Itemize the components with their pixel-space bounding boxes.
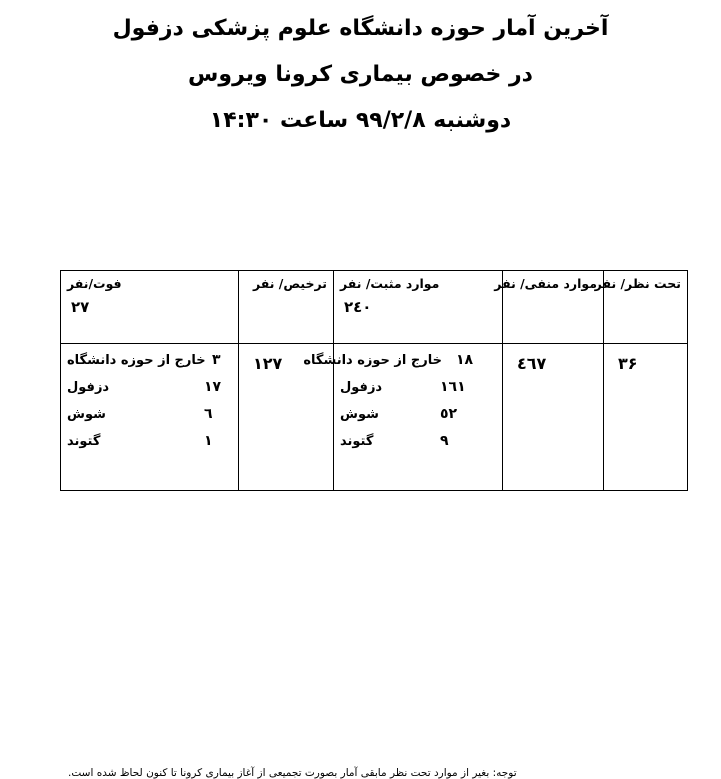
data-cell-deaths: ۳ خارج از حوزه دانشگاه ۱۷ دزفول ٦ شوش xyxy=(60,343,239,491)
page-title-block: آخرین آمار حوزه دانشگاه علوم پزشکی دزفول… xyxy=(0,0,721,132)
header-total-under-observation xyxy=(604,291,687,298)
breakdown-label: دزفول xyxy=(340,380,383,395)
page-title-line-1: آخرین آمار حوزه دانشگاه علوم پزشکی دزفول xyxy=(112,16,609,41)
breakdown-value: ۳ xyxy=(212,352,221,368)
breakdown-value: ۱۸ xyxy=(456,352,474,368)
breakdown-value: ٦ xyxy=(204,406,213,422)
statistics-table-wrapper: تحت نظر/ نفر موارد منفی/ نفر موارد مثبت/… xyxy=(60,270,688,779)
header-cell-negative-cases: موارد منفی/ نفر xyxy=(494,270,604,344)
breakdown-deaths: ۳ خارج از حوزه دانشگاه ۱۷ دزفول ٦ شوش xyxy=(61,344,238,449)
breakdown-label: گتوند xyxy=(67,434,101,449)
header-total-discharged xyxy=(239,291,333,298)
value-discharged: ۱۲۷ xyxy=(253,354,283,373)
breakdown-label: شوش xyxy=(67,407,106,422)
breakdown-row: ٥۲ شوش xyxy=(340,406,498,422)
header-label-negative-cases: موارد منفی/ نفر xyxy=(494,276,597,291)
value-under-observation: ۳۶ xyxy=(618,354,638,373)
breakdown-value: ۱ xyxy=(204,433,213,449)
header-label-deaths: فوت/نفر xyxy=(67,276,122,291)
data-cell-discharged: ۱۲۷ xyxy=(238,343,334,491)
header-label-positive-cases: موارد مثبت/ نفر xyxy=(340,276,440,291)
breakdown-value: ۹ xyxy=(440,433,449,449)
header-total-positive-cases: ۲٤۰ xyxy=(344,298,372,316)
header-total-deaths: ۲۷ xyxy=(71,298,90,316)
header-label-under-observation: تحت نظر/ نفر xyxy=(594,276,681,291)
breakdown-value: ٥۲ xyxy=(440,406,458,422)
breakdown-label: خارج از حوزه دانشگاه xyxy=(303,353,442,368)
breakdown-row: ۱۸ خارج از حوزه دانشگاه xyxy=(303,352,498,368)
data-cell-negative-cases: ٤٦٧ xyxy=(502,343,604,491)
value-negative-cases: ٤٦٧ xyxy=(517,354,547,373)
data-cell-under-observation: ۳۶ xyxy=(603,343,688,491)
table-footnote: توجه: بغیر از موارد تحت نظر مابقی آمار ب… xyxy=(68,767,517,779)
covid-statistics-table: تحت نظر/ نفر موارد منفی/ نفر موارد مثبت/… xyxy=(60,270,688,491)
breakdown-row: ۱۷ دزفول xyxy=(67,379,234,395)
breakdown-row: ٦ شوش xyxy=(67,406,234,422)
breakdown-positive-cases: ۱۸ خارج از حوزه دانشگاه ۱٦۱ دزفول ٥۲ شوش xyxy=(303,344,502,449)
breakdown-label: خارج از حوزه دانشگاه xyxy=(67,353,206,368)
breakdown-row: ۱ گتوند xyxy=(67,433,234,449)
breakdown-label: دزفول xyxy=(67,380,110,395)
header-cell-discharged: ترخیص/ نفر xyxy=(238,270,334,344)
breakdown-row: ۳ خارج از حوزه دانشگاه xyxy=(67,352,234,368)
breakdown-label: گتوند xyxy=(340,434,374,449)
data-cell-positive-cases: ۱۸ خارج از حوزه دانشگاه ۱٦۱ دزفول ٥۲ شوش xyxy=(303,343,503,491)
table-data-row: ۳۶ ٤٦٧ ۱۸ خارج از حوزه دانشگاه ۱٦۱ دزفول xyxy=(60,343,688,491)
breakdown-row: ۹ گتوند xyxy=(340,433,498,449)
breakdown-row: ۱٦۱ دزفول xyxy=(340,379,498,395)
header-label-discharged: ترخیص/ نفر xyxy=(252,276,327,291)
header-cell-deaths: فوت/نفر ۲۷ xyxy=(60,270,239,344)
header-cell-positive-cases: موارد مثبت/ نفر ۲٤۰ xyxy=(333,270,503,344)
header-total-negative-cases xyxy=(503,291,603,298)
page-title-line-2: در خصوص بیماری کرونا ویروس xyxy=(188,62,533,87)
header-cell-under-observation: تحت نظر/ نفر xyxy=(594,270,688,344)
breakdown-value: ۱۷ xyxy=(204,379,222,395)
breakdown-label: شوش xyxy=(340,407,379,422)
table-header-row: تحت نظر/ نفر موارد منفی/ نفر موارد مثبت/… xyxy=(60,270,688,344)
page-title-line-3-datetime: دوشنبه ۹۹/۲/۸ ساعت ۱۴:۳۰ xyxy=(209,108,512,133)
breakdown-value: ۱٦۱ xyxy=(440,379,466,395)
